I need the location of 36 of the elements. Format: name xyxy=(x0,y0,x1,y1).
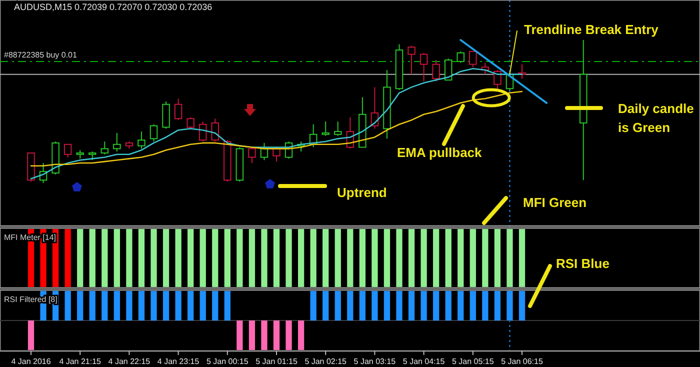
candlestick xyxy=(444,58,452,81)
x-tick-label: 5 Jan 02:15 xyxy=(304,357,348,366)
x-tick-label: 5 Jan 05:15 xyxy=(452,357,494,366)
x-tick-label: 4 Jan 22:15 xyxy=(108,357,151,366)
x-tick-label: 4 Jan 21:15 xyxy=(59,357,102,366)
x-tick-label: 5 Jan 03:15 xyxy=(354,357,396,366)
x-tick-label: 5 Jan 00:15 xyxy=(206,357,249,366)
candlestick xyxy=(162,100,170,130)
candlestick xyxy=(456,50,465,64)
candlestick xyxy=(334,121,342,136)
x-tick-label: 5 Jan 04:15 xyxy=(402,357,446,366)
annotation: EMA pullback xyxy=(397,145,483,160)
text: MFI Green xyxy=(523,195,587,210)
candlestick xyxy=(174,98,182,121)
candlestick xyxy=(150,124,158,142)
annotation: RSI Blue xyxy=(556,256,610,271)
candlestick xyxy=(432,60,440,82)
candlestick xyxy=(322,121,330,136)
candlestick xyxy=(248,146,256,164)
candlestick xyxy=(100,141,109,155)
x-tick-label: 5 Jan 06:15 xyxy=(501,357,544,366)
candlestick xyxy=(138,131,146,150)
x-tick-label: 4 Jan 23:15 xyxy=(157,357,200,366)
text: Uptrend xyxy=(337,185,387,200)
candlestick xyxy=(420,52,428,82)
annotation: Trendline Break Entry xyxy=(524,22,660,37)
candlestick xyxy=(408,45,416,75)
ref-line-label: #88722385 buy 0.01 xyxy=(4,50,78,60)
text: Daily candle is Green xyxy=(618,101,694,135)
candlestick xyxy=(113,132,121,152)
candlestick xyxy=(186,116,194,130)
candlestick xyxy=(469,50,477,68)
candlestick xyxy=(64,144,72,158)
chart-title: AUDUSD,M15 0.72039 0.72070 0.72030 0.72036 xyxy=(14,2,212,12)
x-tick-label: 5 Jan 01:15 xyxy=(256,357,298,366)
x-tick-label: 4 Jan 2016 xyxy=(11,357,52,366)
